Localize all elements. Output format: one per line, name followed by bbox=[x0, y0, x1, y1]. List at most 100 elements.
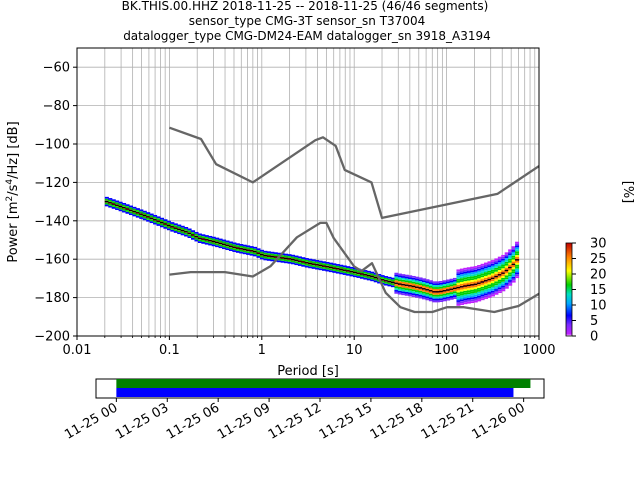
ppsd-mode-bin bbox=[159, 221, 165, 224]
ppsd-bin bbox=[332, 271, 337, 273]
ppsd-bin bbox=[335, 269, 340, 272]
ppsd-bin bbox=[497, 260, 502, 263]
ppsd-bin bbox=[421, 295, 427, 298]
ppsd-mode-bin bbox=[218, 242, 223, 244]
ppsd-bin bbox=[411, 283, 416, 286]
ppsd-bin bbox=[297, 256, 302, 259]
ppsd-bin bbox=[466, 301, 471, 304]
ppsd-bin bbox=[208, 243, 213, 246]
ppsd-bin bbox=[201, 240, 206, 242]
coverage-tick-label: 11-25 12 bbox=[266, 400, 324, 442]
ppsd-bin bbox=[494, 291, 499, 293]
ppsd-bin bbox=[456, 296, 461, 299]
ppsd-bin bbox=[428, 280, 433, 283]
ppsd-bin bbox=[442, 293, 447, 296]
ppsd-mode-bin bbox=[253, 251, 258, 253]
ppsd-bin bbox=[332, 265, 337, 268]
ppsd-bin bbox=[446, 285, 451, 288]
ppsd-bin bbox=[470, 280, 475, 282]
ppsd-bin bbox=[466, 273, 471, 275]
ppsd-bin bbox=[132, 208, 137, 211]
ppsd-bin bbox=[387, 276, 392, 279]
ppsd-mode-bin bbox=[363, 274, 368, 276]
ppsd-bin bbox=[511, 265, 516, 268]
ppsd-bin bbox=[449, 290, 454, 293]
ppsd-bin bbox=[494, 273, 499, 276]
ppsd-bin bbox=[511, 255, 516, 258]
ppsd-bin bbox=[515, 253, 520, 256]
ppsd-bin bbox=[173, 231, 178, 233]
ppsd-bin bbox=[497, 279, 502, 282]
ppsd-bin bbox=[208, 237, 213, 240]
ppsd-bin bbox=[284, 259, 289, 262]
ppsd-bin bbox=[446, 294, 451, 297]
ppsd-bin bbox=[453, 281, 458, 284]
ppsd-bin bbox=[401, 287, 406, 290]
ppsd-bin bbox=[401, 293, 406, 296]
ppsd-bin bbox=[380, 280, 385, 283]
ppsd-bin bbox=[425, 296, 430, 299]
ppsd-bin bbox=[125, 210, 130, 212]
ppsd-mode-bin bbox=[508, 266, 513, 269]
ppsd-bin bbox=[256, 256, 261, 258]
ppsd-mode-bin bbox=[384, 280, 389, 282]
ppsd-bin bbox=[163, 221, 168, 223]
ppsd-bin bbox=[397, 292, 402, 295]
ppsd-bin bbox=[356, 276, 361, 278]
ppsd-bin bbox=[194, 237, 199, 240]
ppsd-bin bbox=[384, 277, 389, 280]
y-tick-label: −120 bbox=[34, 176, 70, 191]
ppsd-bin bbox=[442, 299, 447, 302]
ppsd-bin bbox=[297, 258, 302, 261]
ppsd-bin bbox=[311, 259, 316, 262]
ppsd-mode-bin bbox=[270, 255, 275, 258]
ppsd-bin bbox=[459, 283, 464, 286]
ppsd-bin bbox=[363, 277, 368, 280]
ppsd-bin bbox=[511, 261, 516, 264]
ppsd-bin bbox=[246, 245, 251, 248]
ppsd-bin bbox=[146, 219, 151, 222]
ppsd-bin bbox=[311, 261, 316, 264]
ppsd-bin bbox=[511, 271, 516, 273]
ppsd-bin bbox=[508, 280, 513, 282]
ppsd-bin bbox=[235, 249, 240, 251]
ppsd-bin bbox=[394, 291, 399, 294]
ppsd-bin bbox=[490, 265, 495, 268]
ppsd-bin bbox=[428, 297, 433, 300]
ppsd-bin bbox=[501, 270, 506, 273]
ppsd-bin bbox=[404, 286, 409, 289]
ppsd-bin bbox=[201, 241, 206, 244]
ppsd-bin bbox=[187, 228, 192, 231]
ppsd-bin bbox=[353, 275, 358, 278]
ppsd-mode-bin bbox=[177, 228, 182, 230]
ppsd-bin bbox=[470, 268, 475, 271]
ppsd-bin bbox=[456, 302, 461, 304]
ppsd-bin bbox=[128, 213, 133, 216]
x-tick-label: 0.01 bbox=[63, 343, 92, 358]
ppsd-bin bbox=[173, 223, 178, 226]
ppsd-bin bbox=[459, 291, 464, 294]
ppsd-bin bbox=[108, 203, 113, 206]
ppsd-bin bbox=[139, 211, 144, 214]
ppsd-bin bbox=[256, 248, 261, 251]
ppsd-bin bbox=[435, 289, 440, 291]
title-line-2: sensor_type CMG-3T sensor_sn T37004 bbox=[189, 14, 425, 28]
ppsd-mode-bin bbox=[387, 281, 392, 283]
ppsd-mode-bin bbox=[373, 276, 378, 279]
ppsd-bin bbox=[366, 276, 371, 279]
ppsd-bin bbox=[401, 279, 406, 282]
ppsd-bin bbox=[415, 280, 420, 283]
ppsd-bin bbox=[449, 297, 454, 300]
ppsd-bin bbox=[484, 295, 489, 298]
ppsd-bin bbox=[411, 295, 416, 297]
ppsd-bin bbox=[277, 258, 282, 261]
ppsd-bin bbox=[335, 271, 340, 274]
ppsd-bin bbox=[470, 299, 475, 302]
ppsd-bin bbox=[332, 269, 337, 271]
ppsd-mode-bin bbox=[484, 280, 489, 282]
ppsd-bin bbox=[287, 254, 292, 256]
ppsd-bin bbox=[111, 199, 116, 202]
ppsd-bin bbox=[466, 274, 471, 277]
ppsd-bin bbox=[477, 276, 482, 279]
ppsd-bin bbox=[332, 263, 337, 266]
